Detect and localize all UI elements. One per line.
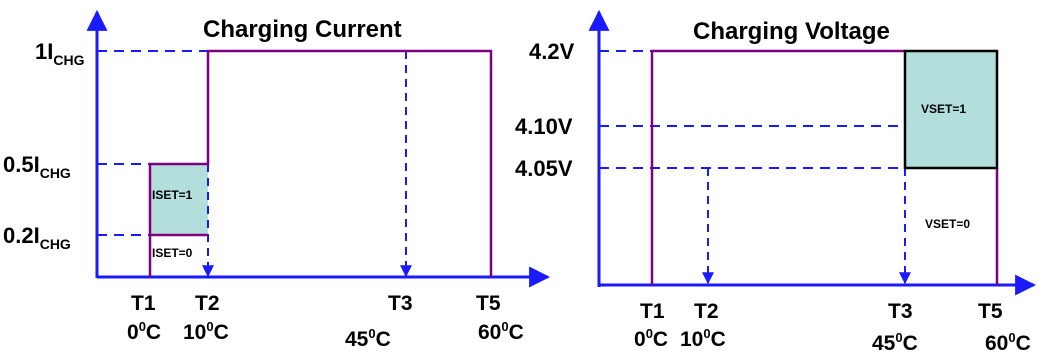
- v-t5-label: T5: [978, 300, 1003, 323]
- ylabel-410v: 4.10V: [515, 114, 573, 139]
- iset0-label: ISET=0: [152, 246, 193, 260]
- iset1-label: ISET=1: [152, 188, 193, 202]
- temp-45c: 450C: [345, 326, 391, 351]
- vset1-box: [903, 49, 999, 170]
- ylabel-05ichg: 0.5ICHG: [3, 152, 71, 181]
- v-t3-label: T3: [888, 300, 913, 323]
- temp-60c: 600C: [478, 319, 524, 344]
- v-t1-label: T1: [640, 300, 665, 323]
- current-panel: Charging Current 1ICHG 0.5ICHG 0.2ICHG I…: [3, 9, 551, 351]
- v-temp-45c: 450C: [872, 330, 918, 355]
- ylabel-1ichg: 1ICHG: [35, 39, 85, 68]
- v-temp-10c: 100C: [680, 326, 726, 351]
- current-profile: [148, 49, 493, 277]
- ylabel-02ichg: 0.2ICHG: [3, 223, 71, 252]
- temp-10c: 100C: [183, 319, 229, 344]
- ylabel-405v: 4.05V: [515, 156, 573, 181]
- vset1-region: [905, 51, 997, 168]
- t5-label: T5: [476, 292, 501, 315]
- t2-label: T2: [195, 292, 220, 315]
- voltage-profile: [650, 49, 905, 285]
- vset0-label: VSET=0: [925, 217, 970, 231]
- voltage-panel: Charging Voltage 4.2V 4.10V 4.05V VSET=1…: [515, 9, 1037, 355]
- temp-0c: 00C: [127, 319, 161, 344]
- voltage-title: Charging Voltage: [693, 18, 890, 45]
- v-t2-label: T2: [694, 300, 719, 323]
- t1-label: T1: [131, 292, 156, 315]
- ylabel-42v: 4.2V: [529, 39, 575, 64]
- iset1-region: [150, 164, 208, 235]
- v-temp-0c: 00C: [634, 326, 668, 351]
- t3-label: T3: [388, 292, 413, 315]
- v-temp-60c: 600C: [985, 330, 1031, 355]
- vset1-label: VSET=1: [921, 102, 966, 116]
- current-title: Charging Current: [203, 16, 402, 43]
